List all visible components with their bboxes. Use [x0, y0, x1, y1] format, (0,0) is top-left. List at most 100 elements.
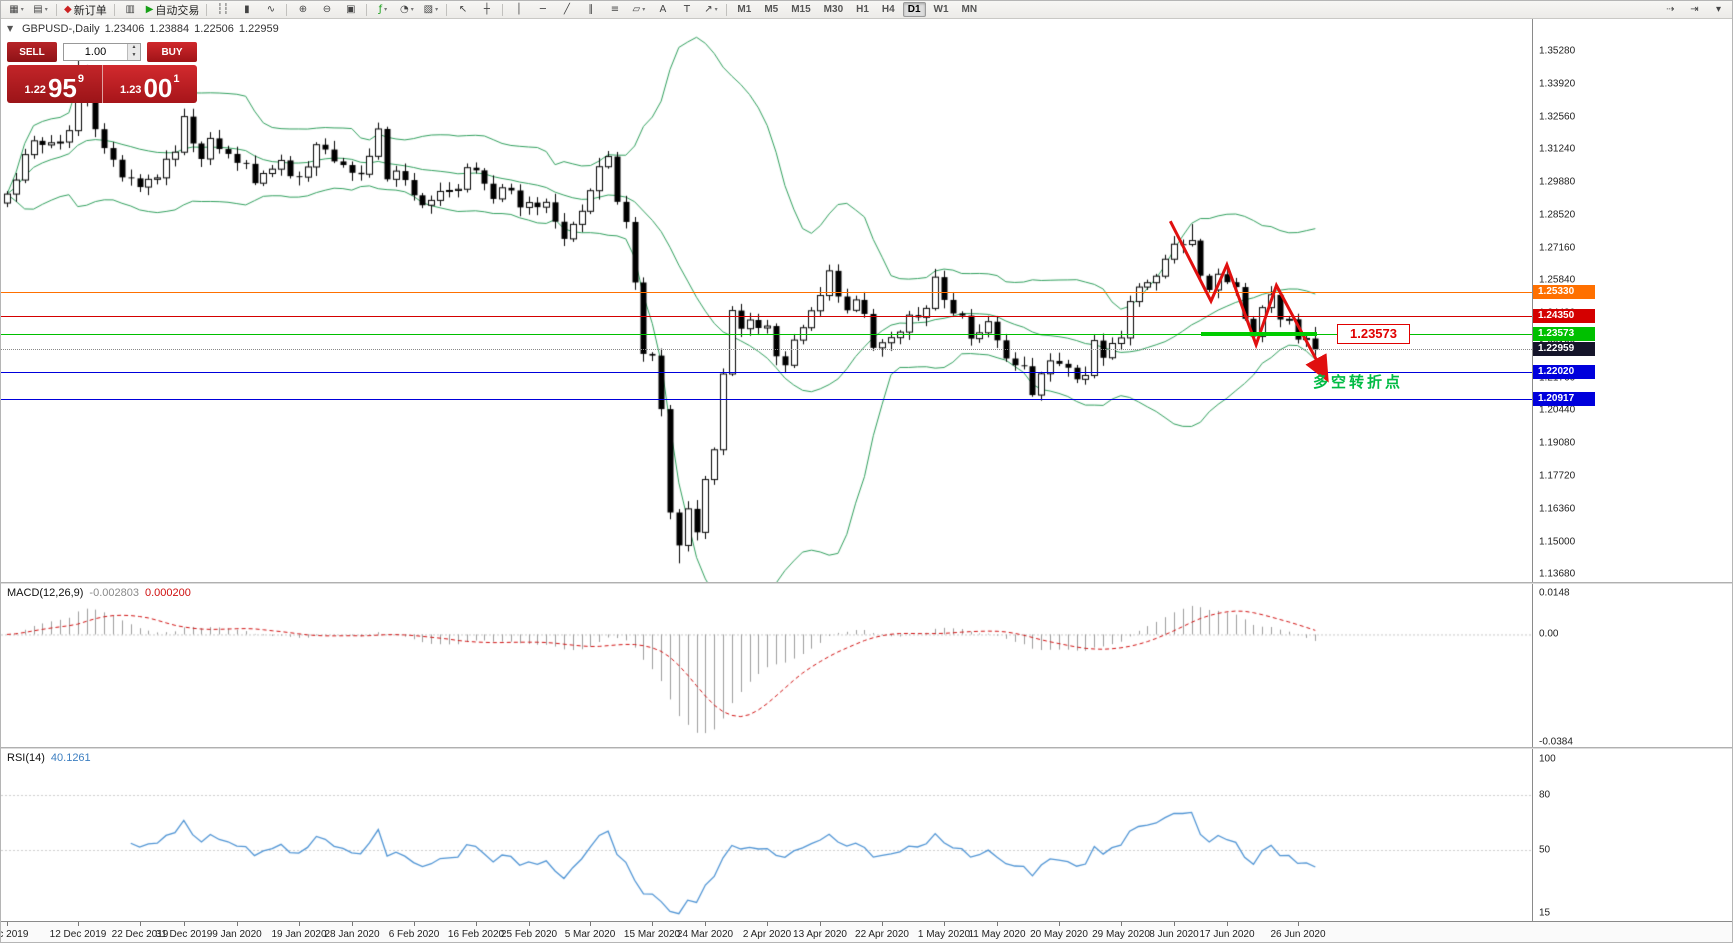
autoscroll-button[interactable]: ⇢: [1659, 1, 1682, 19]
text-label-icon: T: [683, 3, 690, 15]
lot-stepper: ▲ ▼: [127, 44, 140, 60]
toolbar-separator: [113, 3, 115, 16]
time-tick-mark: [705, 922, 706, 926]
channel-button[interactable]: ∥: [579, 1, 602, 19]
chevron-down-icon: ▾: [714, 7, 718, 13]
vertical-line-icon: │: [515, 3, 522, 15]
fibonacci-button[interactable]: ≡: [603, 1, 626, 19]
rsi-label: RSI(14) 40.1261: [7, 752, 91, 764]
vertical-line-button[interactable]: │: [507, 1, 530, 19]
indicators-button[interactable]: ƒ ▾: [371, 1, 394, 19]
time-tick-label: 13 Apr 2020: [793, 929, 847, 940]
shapes-icon: ▱: [632, 3, 641, 15]
profiles-button[interactable]: ▤ ▾: [29, 1, 52, 19]
ohlc-low: 1.22506: [194, 23, 234, 35]
lot-step-down-icon[interactable]: ▼: [128, 52, 140, 60]
cursor-button[interactable]: ↖: [451, 1, 474, 19]
arrows-button[interactable]: ↗ ▾: [699, 1, 722, 19]
price-tick: 1.17720: [1539, 470, 1576, 482]
time-tick-mark: [184, 922, 185, 926]
timeframe-h1-button[interactable]: H1: [856, 4, 869, 15]
macd-value: -0.002803: [89, 587, 139, 599]
zoom-out-button[interactable]: ⊖: [315, 1, 338, 19]
timeframe-mn-button[interactable]: MN: [961, 4, 978, 15]
time-tick-label: 12 Dec 2019: [49, 929, 107, 940]
time-tick-mark: [529, 922, 530, 926]
time-tick-mark: [1059, 922, 1060, 926]
turning-point-note[interactable]: 多空转折点: [1313, 374, 1404, 391]
timeframe-m1-button[interactable]: M1: [737, 4, 752, 15]
more-tools-button[interactable]: ▾: [1707, 1, 1730, 19]
templates-button[interactable]: ▧ ▾: [419, 1, 442, 19]
lot-size-input[interactable]: [64, 44, 127, 60]
zoom-in-button[interactable]: ⊕: [291, 1, 314, 19]
timeframe-w1-button[interactable]: W1: [933, 4, 949, 15]
new-order-button[interactable]: ◆ 新订单: [61, 1, 110, 19]
one-click-collapse-icon[interactable]: ▼: [7, 24, 14, 33]
chevron-down-icon: ▾: [410, 7, 414, 13]
rsi-panel[interactable]: RSI(14) 40.1261: [1, 749, 1532, 921]
price-tag-1.20917: 1.20917: [1533, 391, 1595, 406]
periods-button[interactable]: ◔ ▾: [395, 1, 418, 19]
toolbar-separator: [726, 3, 728, 16]
timeframe-d1-button[interactable]: D1: [902, 2, 926, 17]
candlestick-chart-button[interactable]: ▮: [235, 1, 258, 19]
sell-button[interactable]: SELL: [7, 42, 57, 62]
macd-signal-value: 0.000200: [144, 587, 191, 599]
time-tick-mark: [997, 922, 998, 926]
horizontal-line-button[interactable]: ─: [531, 1, 554, 19]
time-tick-label: 26 Jun 2020: [1270, 929, 1326, 940]
lot-step-up-icon[interactable]: ▲: [128, 44, 140, 52]
crosshair-button[interactable]: ┼: [475, 1, 498, 19]
buy-button[interactable]: BUY: [147, 42, 197, 62]
sell-price-big: 95: [47, 73, 77, 103]
timeframe-m5-button[interactable]: M5: [764, 4, 779, 15]
resistance-line-orange[interactable]: [1, 292, 1532, 293]
time-tick-label: 15 Mar 2020: [623, 929, 681, 940]
auto-trading-button[interactable]: ▶ 自动交易: [143, 1, 203, 19]
text-button[interactable]: A: [651, 1, 674, 19]
support-segment[interactable]: [1201, 332, 1317, 336]
tile-windows-button[interactable]: ▣: [339, 1, 362, 19]
price-tick: 1.27160: [1539, 242, 1576, 254]
timeframe-m30-button[interactable]: M30: [823, 4, 844, 15]
support-line-blue-upper[interactable]: [1, 372, 1532, 373]
timeframe-m15-button[interactable]: M15: [791, 4, 811, 15]
bar-chart-button[interactable]: ┆┆: [211, 1, 234, 19]
panel-splitter[interactable]: [1, 747, 1732, 749]
current-price-line[interactable]: [1, 349, 1532, 350]
support-line-green[interactable]: [1, 334, 1532, 335]
timeframe-h4-button[interactable]: H4: [881, 4, 895, 15]
chart-windows-button[interactable]: ▥: [119, 1, 142, 19]
rsi-canvas[interactable]: [1, 749, 1532, 921]
new-chart-button[interactable]: ▦ ▾: [5, 1, 28, 19]
buy-price-button[interactable]: 1.23 00 1: [102, 65, 197, 103]
buy-price-sup: 1: [173, 73, 180, 85]
price-level-annotation[interactable]: 1.23573: [1337, 324, 1410, 344]
shapes-button[interactable]: ▱ ▾: [627, 1, 650, 19]
chart-shift-button[interactable]: ⇥: [1683, 1, 1706, 19]
toolbar-separator: [446, 3, 448, 16]
ohlc-open: 1.23406: [104, 23, 145, 35]
price-tick: 1.29880: [1539, 176, 1576, 188]
macd-panel[interactable]: MACD(12,26,9) -0.002803 0.000200: [1, 584, 1532, 747]
text-label-button[interactable]: T: [675, 1, 698, 19]
panel-splitter[interactable]: [1, 582, 1732, 584]
macd-scale-tick: 0.0148: [1539, 587, 1570, 599]
price-scale[interactable]: 1.35280 1.33920 1.32560 1.31240 1.29880 1.285…: [1532, 19, 1732, 921]
trendline-button[interactable]: ╱: [555, 1, 578, 19]
buy-price-big: 00: [143, 73, 173, 103]
macd-canvas[interactable]: [1, 584, 1532, 747]
sell-price-button[interactable]: 1.22 95 9: [7, 65, 103, 103]
price-tick: 1.28520: [1539, 209, 1576, 221]
resistance-line-red[interactable]: [1, 316, 1532, 317]
chevron-down-icon: ▾: [435, 7, 439, 13]
price-chart-canvas[interactable]: [1, 19, 1532, 582]
line-chart-button[interactable]: ∿: [259, 1, 282, 19]
templates-icon: ▧: [423, 3, 434, 15]
support-line-blue-lower[interactable]: [1, 399, 1532, 400]
trend-zigzag-annotation[interactable]: [1, 19, 1532, 582]
price-chart-panel[interactable]: ▼ GBPUSD-,Daily 1.23406 1.23884 1.22506 1.22…: [1, 19, 1532, 582]
tile-windows-icon: ▣: [346, 3, 356, 15]
